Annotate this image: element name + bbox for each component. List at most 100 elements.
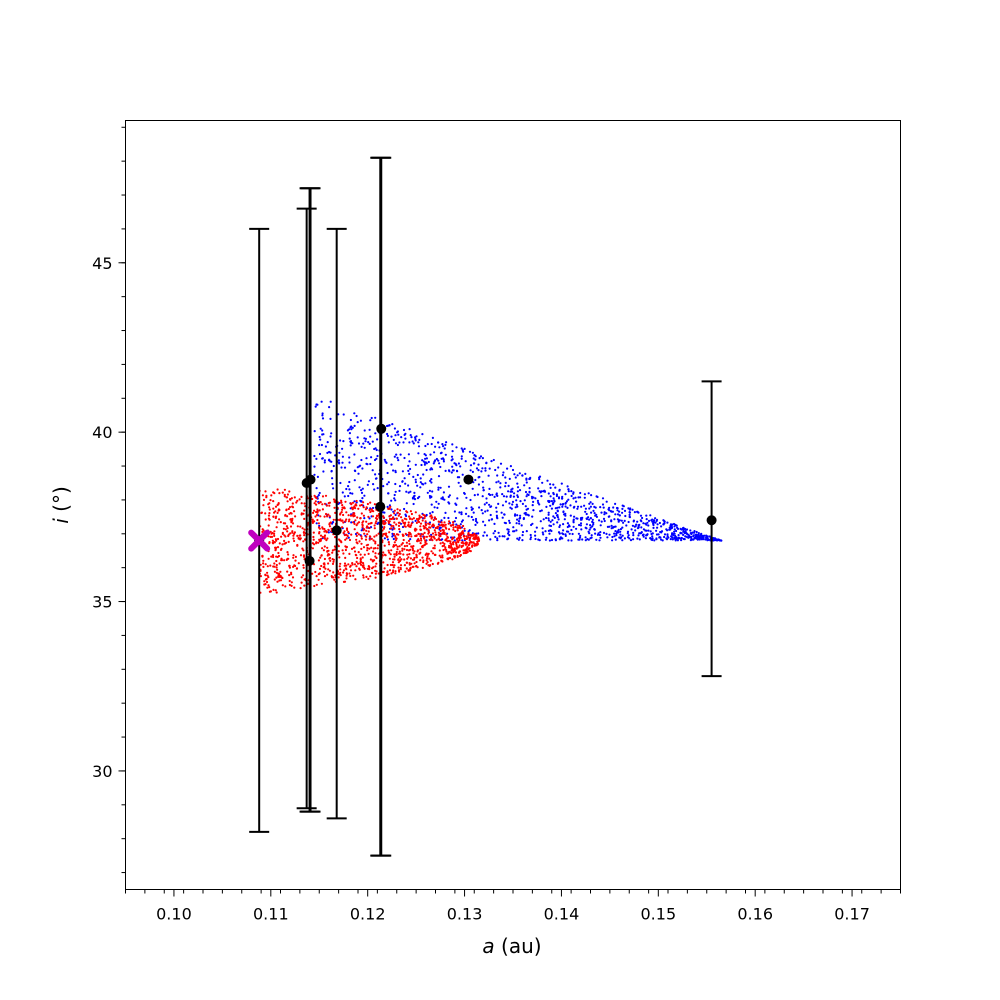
region-point [443,447,446,450]
region-point [498,535,501,538]
region-point [303,584,306,587]
region-point [628,513,631,517]
region-point [331,551,334,554]
region-point [447,501,450,504]
region-point [442,523,445,527]
region-point [441,531,445,535]
x-tick-label: 0.17 [834,905,870,924]
region-point [332,498,336,501]
region-point [331,549,334,552]
region-point [277,572,280,575]
region-point [323,545,326,548]
region-point [464,460,467,463]
region-point [363,528,366,531]
region-point [469,469,472,472]
region-point [427,532,430,535]
region-point [552,491,555,495]
region-point [342,521,345,524]
region-point [454,551,458,554]
region-point [360,561,363,564]
region-point [425,552,428,555]
region-point [448,528,451,531]
region-point [511,530,515,533]
region-point [344,556,347,560]
region-point [303,502,306,505]
region-point [353,522,356,526]
region-point [474,517,478,521]
y-tick-label: 30 [92,762,112,781]
region-point [566,485,569,488]
region-point [362,520,365,523]
region-point [333,578,336,581]
region-point [455,464,458,467]
region-point [360,547,363,551]
region-point [444,546,447,549]
region-point [392,525,395,528]
region-point [395,553,398,557]
region-point [575,500,578,503]
region-point [405,502,408,505]
region-point [511,500,515,503]
region-point [318,524,321,528]
region-point [321,417,325,420]
region-point [402,553,405,556]
region-point [493,530,497,533]
region-point [567,539,570,542]
region-point [355,524,358,527]
region-point [266,571,269,574]
region-point [464,543,467,546]
region-point [516,490,520,493]
region-point [421,556,424,559]
region-point [550,507,554,510]
region-point [395,550,398,554]
region-point [552,483,555,486]
region-point [312,511,315,514]
region-point [565,500,569,503]
region-point [552,515,555,518]
region-point [277,551,280,555]
region-point [599,531,602,534]
region-point [393,541,396,544]
region-point [557,496,561,499]
region-point [504,522,507,525]
region-point [356,421,359,424]
region-point [341,519,344,522]
region-point [424,520,427,523]
region-point [367,577,370,581]
region-point [398,509,402,512]
region-point [386,535,389,539]
region-point [465,507,468,510]
region-point [525,530,528,533]
region-point [654,517,657,520]
region-point [544,530,547,533]
region-point [290,584,293,588]
region-point [365,544,368,547]
region-point [470,515,473,519]
region-point [403,477,406,480]
region-point [472,511,475,514]
region-point [510,490,514,493]
region-point [388,551,391,554]
region-point [412,552,415,555]
region-point [360,489,363,492]
region-point [343,580,347,583]
region-point [328,553,331,556]
region-point [278,562,281,565]
region-point [361,556,364,559]
region-point [478,506,481,509]
region-point [433,537,436,540]
region-point [327,528,330,531]
region-point [278,492,281,495]
region-point [301,527,304,530]
region-point [442,544,446,547]
region-point [460,545,463,548]
region-point [365,575,368,579]
region-point [522,517,526,520]
region-point [687,533,690,536]
region-point [556,506,559,509]
region-point [438,524,441,527]
region-point [259,575,262,578]
region-point [419,522,423,525]
region-point [504,476,507,479]
region-point [390,499,393,502]
